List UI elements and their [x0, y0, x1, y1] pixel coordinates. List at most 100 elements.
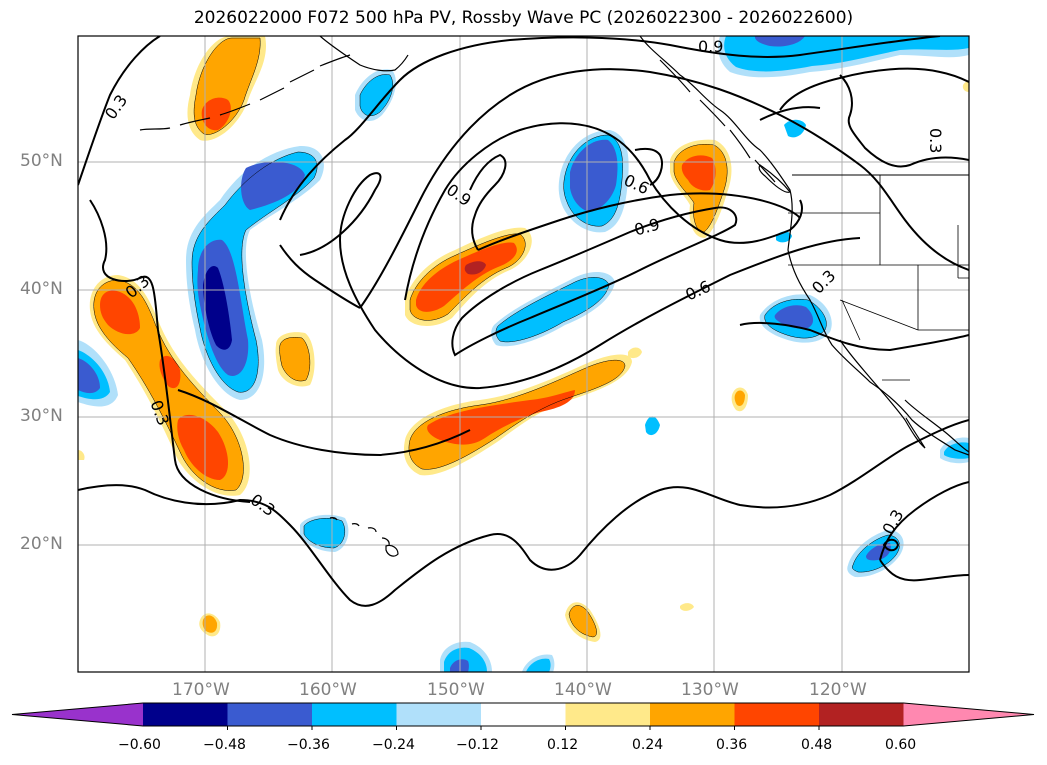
- colorbar-segment: [227, 703, 313, 726]
- colorbar-tick-label: 0.24: [632, 737, 664, 753]
- negative-anomaly-fill: [784, 119, 806, 138]
- colorbar-tick-label: −0.12: [456, 737, 499, 753]
- map-frame: [77, 35, 970, 673]
- contour-line: [177, 389, 471, 457]
- positive-anomaly-fill: [279, 337, 310, 382]
- map-title: 2026022000 F072 500 hPa PV, Rossby Wave …: [193, 8, 854, 28]
- positive-anomaly-fill: [680, 603, 694, 611]
- colorbar-segment: [312, 703, 397, 726]
- negative-anomaly-fill: [495, 277, 609, 342]
- contour-label: 0.3: [247, 490, 279, 520]
- contour-line: [299, 172, 861, 390]
- negative-anomaly-fill: [526, 658, 551, 672]
- negative-anomaly-fill: [78, 358, 100, 394]
- aleutian-islands: [139, 54, 351, 131]
- contour-line: [469, 153, 507, 251]
- pv-shading: [78, 36, 969, 672]
- lon-label-150w: 150°W: [427, 680, 485, 700]
- contour-line: [739, 321, 969, 352]
- positive-anomaly-fill: [100, 290, 140, 335]
- positive-anomaly-fill: [416, 242, 517, 312]
- north-america-coast: [639, 36, 969, 456]
- negative-anomaly-fill: [360, 74, 393, 116]
- positive-anomaly-fill: [734, 390, 745, 406]
- negative-anomaly-fill: [754, 36, 805, 47]
- contour-label: 0.3: [926, 128, 945, 153]
- contour-line: [477, 192, 801, 251]
- negative-anomaly-fill: [241, 161, 305, 210]
- colorbar-tick-label: 0.60: [885, 737, 917, 753]
- pv-contours: [78, 36, 969, 607]
- contour-line: [359, 68, 969, 309]
- colorbar-tick-label: −0.60: [118, 737, 161, 753]
- contour-line: [451, 206, 738, 357]
- contour-line: [879, 559, 969, 582]
- positive-anomaly-fill: [962, 81, 969, 92]
- contour-line: [759, 106, 821, 121]
- contour-label: 0.3: [808, 266, 839, 297]
- anomaly-outlines: [93, 37, 900, 638]
- colorbar-extend-min: [12, 703, 143, 726]
- lon-label-120w: 120°W: [809, 680, 867, 700]
- lat-label-40n: 40°N: [20, 279, 63, 299]
- bc-islands: [659, 59, 776, 183]
- colorbar-tick-label: 0.12: [547, 737, 579, 753]
- negative-anomaly-fill: [203, 265, 232, 350]
- positive-anomaly-fill: [177, 414, 229, 480]
- graticule: [78, 36, 969, 672]
- colorbar-segment: [819, 703, 904, 726]
- colorbar-extend-max: [903, 703, 1034, 726]
- contour-line: [89, 199, 251, 503]
- contour-line: [279, 36, 941, 221]
- map-content: [78, 36, 969, 672]
- colorbar-outline: [11, 702, 1035, 727]
- colorbar-tick-label: −0.36: [287, 737, 330, 753]
- colorbar-segment: [565, 703, 651, 726]
- colorbar-segment: [143, 703, 228, 726]
- lat-label-30n: 30°N: [20, 406, 63, 426]
- alaska-coast: [319, 36, 409, 72]
- negative-anomaly-fill: [570, 139, 618, 212]
- vancouver-island: [758, 164, 791, 193]
- positive-anomaly-fill: [681, 155, 716, 191]
- colorbar-segment: [396, 703, 482, 726]
- colorbar-tick-label: −0.24: [372, 737, 415, 753]
- contour-line: [779, 67, 969, 111]
- contour-line: [882, 538, 900, 552]
- contour-line: [279, 244, 361, 309]
- lon-label-170w: 170°W: [172, 680, 230, 700]
- positive-anomaly-fill: [202, 615, 218, 633]
- positive-anomaly-fill: [464, 261, 486, 275]
- positive-anomaly-fill: [569, 605, 597, 637]
- contour-line: [404, 122, 803, 301]
- positive-anomaly-fill: [78, 450, 85, 460]
- contour-line: [839, 74, 969, 168]
- contour-label: 0.3: [101, 91, 131, 123]
- negative-anomaly-fill: [645, 416, 660, 436]
- positive-anomaly-fill: [628, 347, 642, 359]
- contour-label: 0.6: [682, 277, 713, 305]
- positive-anomaly-fill: [201, 97, 231, 131]
- lat-label-20n: 20°N: [20, 534, 63, 554]
- colorbar-tick-label: −0.48: [203, 737, 246, 753]
- contour-line: [634, 147, 663, 186]
- contour-line: [78, 36, 161, 186]
- negative-anomaly-fill: [774, 305, 814, 329]
- negative-anomaly-fill: [304, 518, 345, 548]
- colorbar-segment: [734, 703, 820, 726]
- lon-label-160w: 160°W: [299, 680, 357, 700]
- contour-label: 0.9: [632, 215, 662, 240]
- colorbar-segment: [481, 703, 566, 726]
- lat-label-50n: 50°N: [20, 151, 63, 171]
- mexico-coast: [904, 399, 969, 453]
- negative-anomaly-fill: [450, 659, 469, 672]
- colorbar: [11, 702, 1035, 730]
- lon-label-140w: 140°W: [554, 680, 612, 700]
- state-borders: [788, 175, 969, 381]
- hawaii-islands: [329, 517, 399, 557]
- colorbar-tick-label: 0.36: [716, 737, 748, 753]
- colorbar-tick-label: 0.48: [801, 737, 833, 753]
- contour-line: [78, 419, 969, 607]
- lon-label-130w: 130°W: [681, 680, 739, 700]
